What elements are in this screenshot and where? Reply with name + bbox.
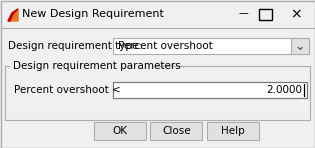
Text: New Design Requirement: New Design Requirement [22,9,164,19]
Polygon shape [8,9,18,21]
FancyBboxPatch shape [207,122,259,140]
FancyBboxPatch shape [113,38,309,54]
Text: ×: × [290,7,302,21]
FancyBboxPatch shape [150,122,203,140]
FancyBboxPatch shape [113,82,307,98]
FancyBboxPatch shape [94,122,146,140]
Text: Design requirement parameters: Design requirement parameters [13,61,181,71]
Polygon shape [8,9,18,21]
Text: Percent overshoot <: Percent overshoot < [14,85,121,95]
Text: Percent overshoot: Percent overshoot [118,41,213,51]
FancyBboxPatch shape [291,38,309,54]
Text: Close: Close [162,126,191,136]
Text: Design requirement type:: Design requirement type: [8,41,142,51]
Text: Help: Help [221,126,245,136]
FancyBboxPatch shape [259,9,272,20]
Text: ⌄: ⌄ [295,40,305,53]
Text: 2.0000: 2.0000 [266,85,302,95]
Text: OK: OK [112,126,127,136]
Text: —: — [238,8,248,18]
